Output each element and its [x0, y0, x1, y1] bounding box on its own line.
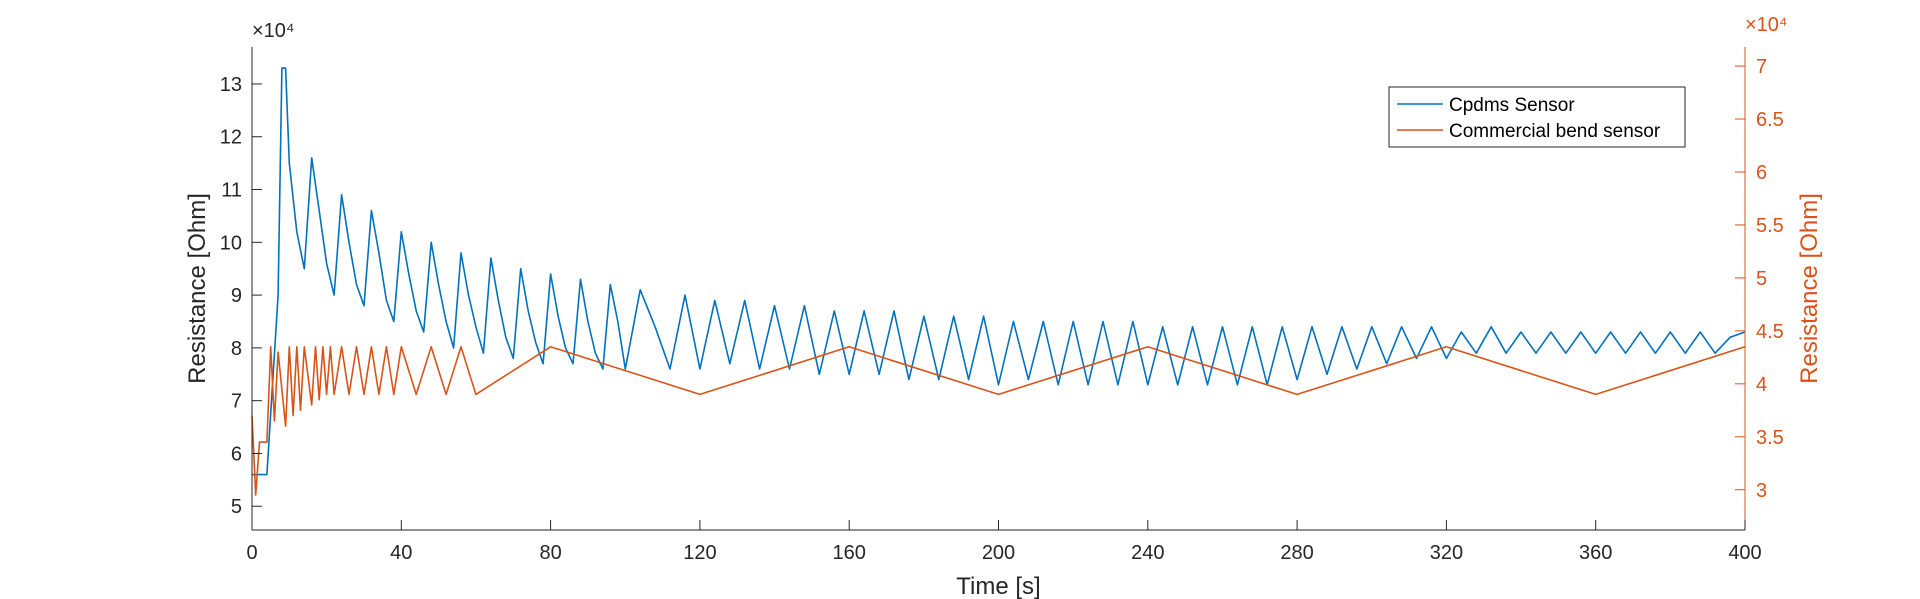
y-left-tick-label: 9	[231, 285, 242, 307]
legend-box	[1388, 86, 1686, 148]
y-left-exponent: ×10⁴	[252, 20, 295, 42]
y-left-tick-label: 13	[220, 74, 242, 96]
x-tick-label: 240	[1131, 542, 1164, 564]
y-right-tick-label: 4.5	[1756, 321, 1784, 343]
x-axis-title: Time [s]	[956, 573, 1040, 599]
x-tick-label: 400	[1728, 542, 1761, 564]
x-tick-label: 160	[833, 542, 866, 564]
y-right-tick-label: 6	[1756, 162, 1767, 184]
y-right-exponent: ×10⁴	[1745, 14, 1788, 36]
y-right-tick-label: 6.5	[1756, 109, 1784, 131]
y-right-tick-label: 5	[1756, 268, 1767, 290]
y-left-tick-label: 7	[231, 391, 242, 413]
x-tick-label: 40	[390, 542, 412, 564]
y-right-tick-label: 3	[1756, 480, 1767, 502]
y-left-tick-label: 10	[220, 232, 242, 254]
series-layer	[251, 67, 1746, 496]
legend: Cpdms Sensor Commercial bend sensor	[1388, 86, 1686, 148]
x-tick-label: 280	[1280, 542, 1313, 564]
y-left-tick-label: 6	[231, 443, 242, 465]
legend-label-cpdms: Cpdms Sensor	[1449, 95, 1575, 116]
x-tick-label: 200	[982, 542, 1015, 564]
series-line-cpdms	[252, 67, 1746, 476]
series-line-commercial	[251, 346, 1746, 496]
y-left-tick-label: 5	[231, 496, 242, 518]
y-right-axis-title: Resistance [Ohm]	[1796, 193, 1823, 384]
y-right-tick-label: 3.5	[1756, 427, 1784, 449]
x-tick-label: 0	[246, 542, 257, 564]
x-tick-label: 120	[683, 542, 716, 564]
y-right-tick-label: 5.5	[1756, 215, 1784, 237]
y-right-tick-label: 4	[1756, 374, 1767, 396]
x-tick-label: 360	[1579, 542, 1612, 564]
y-right-tick-label: 7	[1756, 56, 1767, 78]
legend-label-commercial: Commercial bend sensor	[1449, 121, 1661, 142]
y-left-tick-label: 12	[220, 127, 242, 149]
x-tick-label: 320	[1430, 542, 1463, 564]
x-tick-label: 80	[539, 542, 561, 564]
y-left-tick-label: 8	[231, 338, 242, 360]
y-left-axis-title: Resistance [Ohm]	[184, 193, 211, 384]
axes-layer: 0 40 80 120 160 200 240 280 320 360 400 5 6 7 8 9 10 11 12…	[184, 14, 1823, 599]
y-left-tick-label: 11	[221, 180, 242, 202]
